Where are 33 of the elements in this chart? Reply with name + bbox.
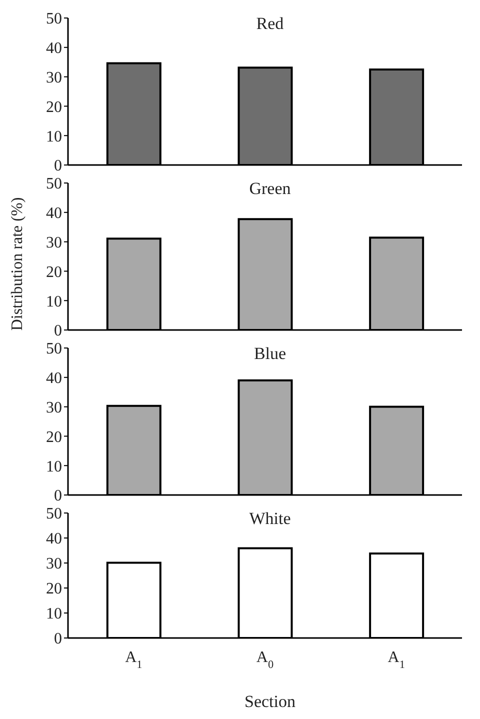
y-tick-label: 20	[46, 428, 62, 446]
y-tick-label: 0	[54, 322, 62, 340]
y-tick-label: 10	[46, 293, 62, 310]
y-tick-label: 30	[46, 399, 62, 416]
y-tick-label: 10	[46, 606, 62, 623]
y-tick-label: 10	[46, 458, 62, 476]
y-tick-label: 20	[46, 264, 62, 281]
y-axis-title: Distribution rate (%)	[9, 196, 27, 330]
y-tick-label: 30	[46, 234, 62, 252]
chart-title: White	[248, 509, 292, 529]
chart-title: Green	[248, 179, 292, 199]
y-tick-label: 0	[54, 488, 62, 505]
x-tick-label: A$_{1}$	[125, 649, 142, 671]
y-tick-label: 20	[46, 98, 62, 116]
y-tick-label: 40	[46, 370, 62, 388]
y-tick-label: 30	[46, 556, 62, 573]
x-axis-title: Section	[244, 692, 296, 712]
y-tick-label: 40	[46, 530, 62, 548]
y-tick-label: 20	[46, 580, 62, 598]
x-tick-label: A$_{1}$	[388, 649, 405, 671]
y-tick-label: 40	[46, 40, 62, 58]
y-tick-label: 30	[46, 69, 62, 86]
y-tick-label: 50	[46, 340, 62, 358]
x-tick-label: A$_{0}$	[256, 649, 274, 671]
y-tick-label: 0	[54, 630, 62, 648]
y-tick-label: 50	[46, 506, 62, 523]
y-tick-label: 40	[46, 205, 62, 222]
chart-title: Red	[255, 14, 285, 34]
y-tick-label: 10	[46, 128, 62, 146]
y-tick-label: 50	[46, 10, 62, 28]
y-tick-label: 0	[54, 158, 62, 175]
y-tick-label: 50	[46, 176, 62, 193]
chart-title: Blue	[252, 344, 288, 364]
